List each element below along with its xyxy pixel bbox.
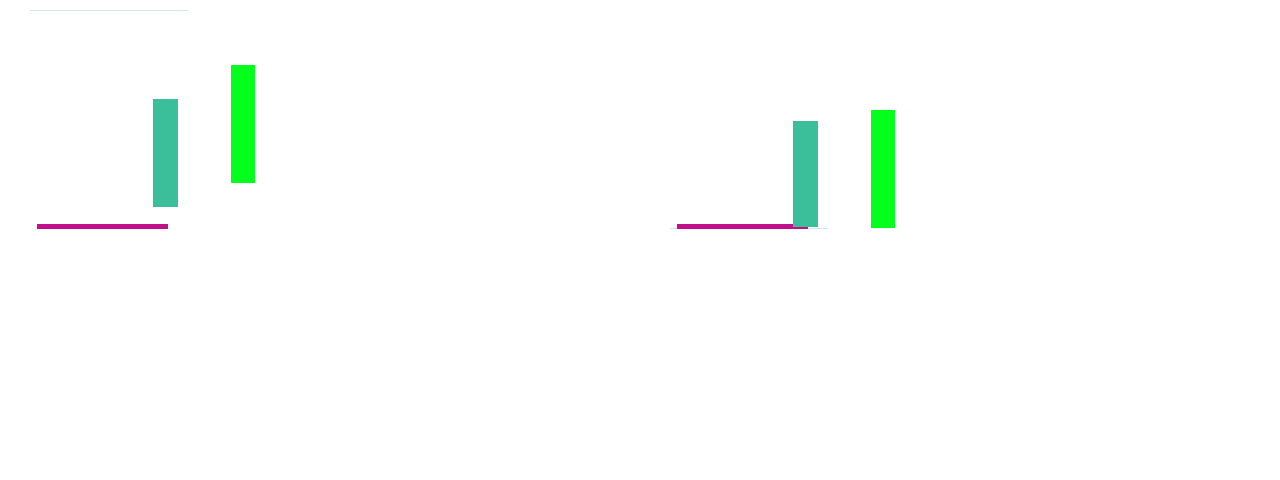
panel-right — [640, 0, 1280, 480]
top-thin-line — [30, 10, 188, 11]
teal-vertical-bar — [153, 99, 178, 207]
teal-vertical-bar — [793, 121, 818, 227]
green-vertical-bar — [231, 65, 255, 183]
magenta-horizontal-bar — [677, 224, 808, 229]
green-vertical-bar — [871, 110, 895, 228]
magenta-horizontal-bar — [37, 224, 168, 229]
panel-left — [30, 10, 255, 229]
